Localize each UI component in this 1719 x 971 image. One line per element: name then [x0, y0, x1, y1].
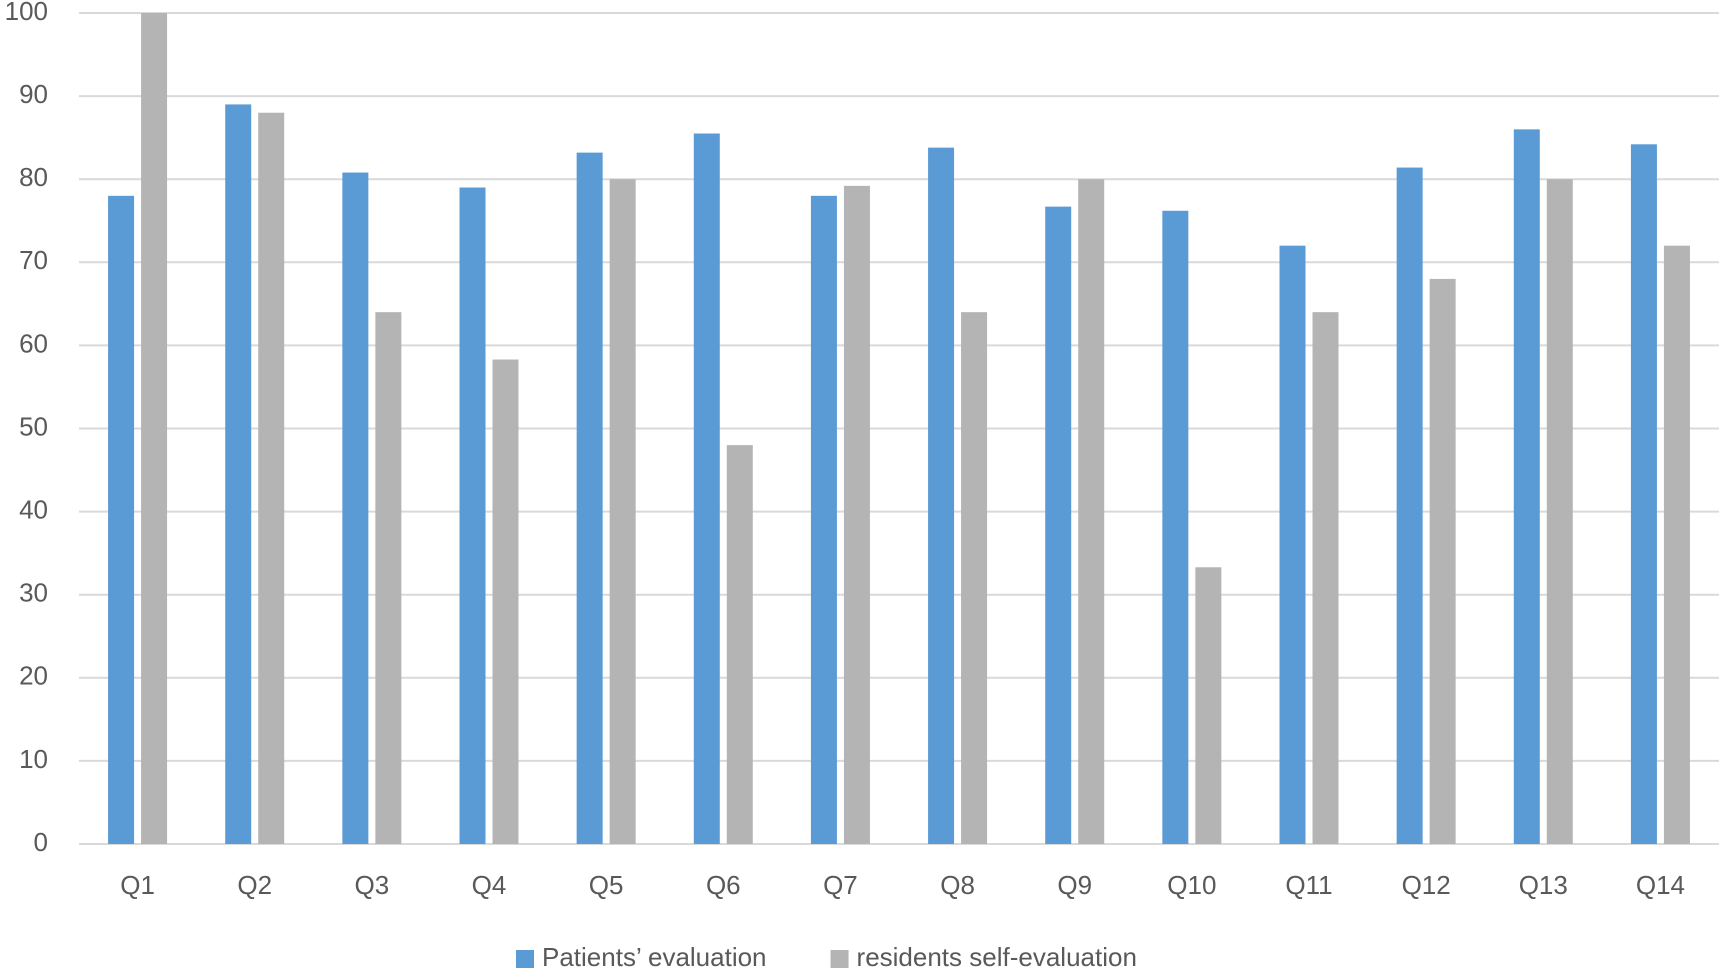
y-tick-label: 80 [19, 162, 48, 192]
bar [961, 312, 988, 844]
y-tick-label: 50 [19, 411, 48, 441]
y-tick-label: 30 [19, 578, 48, 608]
bar [108, 195, 135, 844]
bar [459, 187, 486, 844]
legend-label: Patients’ evaluation [542, 942, 767, 971]
bar [609, 179, 636, 844]
bar [1078, 179, 1105, 844]
y-tick-label: 10 [19, 744, 48, 774]
bar [1630, 144, 1657, 845]
x-tick-label: Q13 [1519, 870, 1568, 900]
bar [726, 445, 753, 844]
bar [1546, 179, 1573, 844]
x-tick-label: Q10 [1167, 870, 1216, 900]
bar [1396, 167, 1423, 845]
x-tick-label: Q6 [706, 870, 741, 900]
bar [375, 312, 402, 844]
bar [492, 359, 519, 844]
bar [342, 172, 369, 844]
bar [1663, 245, 1690, 844]
bar [1279, 245, 1306, 844]
legend-swatch [516, 950, 534, 968]
x-tick-label: Q5 [589, 870, 624, 900]
x-tick-label: Q14 [1636, 870, 1685, 900]
bar [141, 13, 168, 844]
bar [928, 147, 955, 844]
y-tick-label: 100 [5, 0, 48, 26]
x-tick-label: Q1 [120, 870, 155, 900]
y-tick-label: 20 [19, 661, 48, 691]
x-tick-label: Q11 [1285, 870, 1332, 900]
bar [1045, 206, 1072, 845]
y-tick-label: 60 [19, 328, 48, 358]
bar [1162, 210, 1189, 844]
y-tick-label: 70 [19, 245, 48, 275]
bar [1312, 312, 1339, 844]
x-tick-label: Q4 [472, 870, 507, 900]
x-tick-label: Q9 [1057, 870, 1092, 900]
legend-swatch [830, 950, 849, 968]
y-tick-label: 40 [19, 494, 48, 524]
legend-label: residents self-evaluation [857, 942, 1137, 971]
x-tick-label: Q2 [237, 870, 272, 900]
x-tick-label: Q7 [823, 870, 858, 900]
x-tick-label: Q8 [940, 870, 975, 900]
bar [1195, 567, 1222, 844]
bar [1429, 278, 1456, 844]
bar [693, 133, 720, 844]
bar [225, 104, 252, 844]
x-tick-label: Q3 [355, 870, 390, 900]
bar [843, 185, 870, 844]
bar [576, 152, 603, 844]
bar [1513, 129, 1540, 845]
y-tick-label: 0 [34, 827, 48, 857]
x-tick-label: Q12 [1402, 870, 1451, 900]
y-tick-label: 90 [19, 79, 48, 109]
bar [258, 112, 285, 845]
bar [810, 195, 837, 844]
